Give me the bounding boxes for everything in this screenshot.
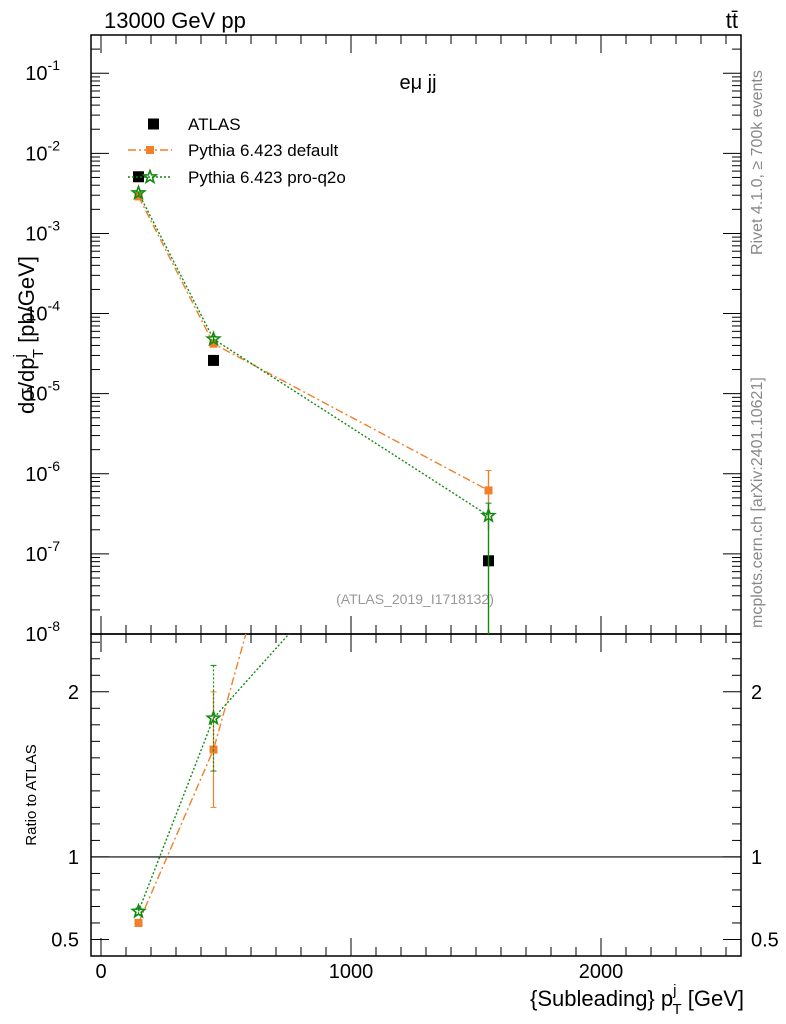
ratio-y-tick-label-right: 1 — [751, 847, 762, 869]
ratio-series-layer — [130, 405, 494, 927]
point-default — [484, 486, 493, 495]
svg-text:{Subleading} pjT [GeV]: {Subleading} pj T [GeV] — [530, 982, 744, 1018]
x-tick-label: 0 — [95, 961, 106, 983]
y-tick-label: 10-8 — [25, 618, 60, 646]
ratio-line-default — [137, 634, 247, 924]
main-series-layer — [130, 171, 497, 634]
ratio-axis-ticks: 0.5 0.5 1 1 2 2 0 1000 2000 — [51, 634, 779, 983]
series-line-proq2o — [137, 192, 489, 517]
series-line-default — [137, 196, 489, 492]
ratio-point-proq2o — [130, 902, 147, 919]
y-tick-label: 10-1 — [25, 57, 60, 85]
x-tick-label: 1000 — [329, 961, 374, 983]
rivet-version-label: Rivet 4.1.0, ≥ 700k events — [749, 70, 766, 255]
legend-label-proq2o: Pythia 6.423 pro-q2o — [188, 168, 346, 187]
ratio-point-default — [134, 918, 143, 927]
analysis-watermark: (ATLAS_2019_I1718132) — [336, 591, 494, 607]
main-axis-ticks: 10-810-710-610-510-410-310-210-1 — [25, 35, 741, 646]
legend-label-atlas: ATLAS — [188, 115, 241, 134]
ratio-plot-area — [130, 405, 494, 927]
point-atlas — [208, 354, 219, 366]
ratio-y-tick-label: 1 — [68, 847, 79, 869]
process-label: tt̄ — [726, 8, 738, 33]
point-default — [209, 339, 218, 348]
ratio-point-proq2o — [482, 405, 494, 417]
ratio-panel-frame — [90, 633, 742, 957]
point-proq2o — [130, 184, 147, 201]
ratio-ylabel: Ratio to ATLAS — [23, 744, 40, 845]
y-tick-label: 10-3 — [25, 217, 60, 245]
y-tick-label: 10-2 — [25, 137, 60, 165]
y-tick-label: 10-6 — [25, 458, 60, 486]
energy-label: 13000 GeV pp — [104, 8, 246, 33]
ratio-y-tick-label: 2 — [68, 682, 79, 704]
y-tick-label: 10-7 — [25, 538, 60, 566]
legend-marker-atlas — [148, 118, 159, 130]
x-tick-label: 2000 — [579, 961, 624, 983]
legend: ATLAS Pythia 6.423 default Pythia 6.423 pr… — [128, 115, 346, 187]
ratio-y-tick-label: 0.5 — [51, 929, 79, 951]
ratio-y-tick-label-right: 2 — [751, 682, 762, 704]
legend-marker-proq2o — [141, 168, 159, 185]
channel-label: eμ jj — [399, 72, 436, 94]
point-proq2o — [480, 506, 497, 523]
point-proq2o — [205, 330, 222, 347]
mcplots-label: mcplots.cern.ch [arXiv:2401.10621] — [749, 377, 766, 628]
legend-label-default: Pythia 6.423 default — [188, 141, 339, 160]
ratio-point-proq2o — [205, 709, 222, 726]
point-atlas — [133, 171, 144, 183]
legend-marker-default — [146, 146, 154, 154]
ratio-line-proq2o — [137, 634, 290, 912]
ratio-y-tick-label-right: 0.5 — [751, 929, 779, 951]
main-plot-area — [130, 171, 497, 634]
ratio-xlabel: {Subleading} pj T [GeV] — [530, 982, 744, 1018]
